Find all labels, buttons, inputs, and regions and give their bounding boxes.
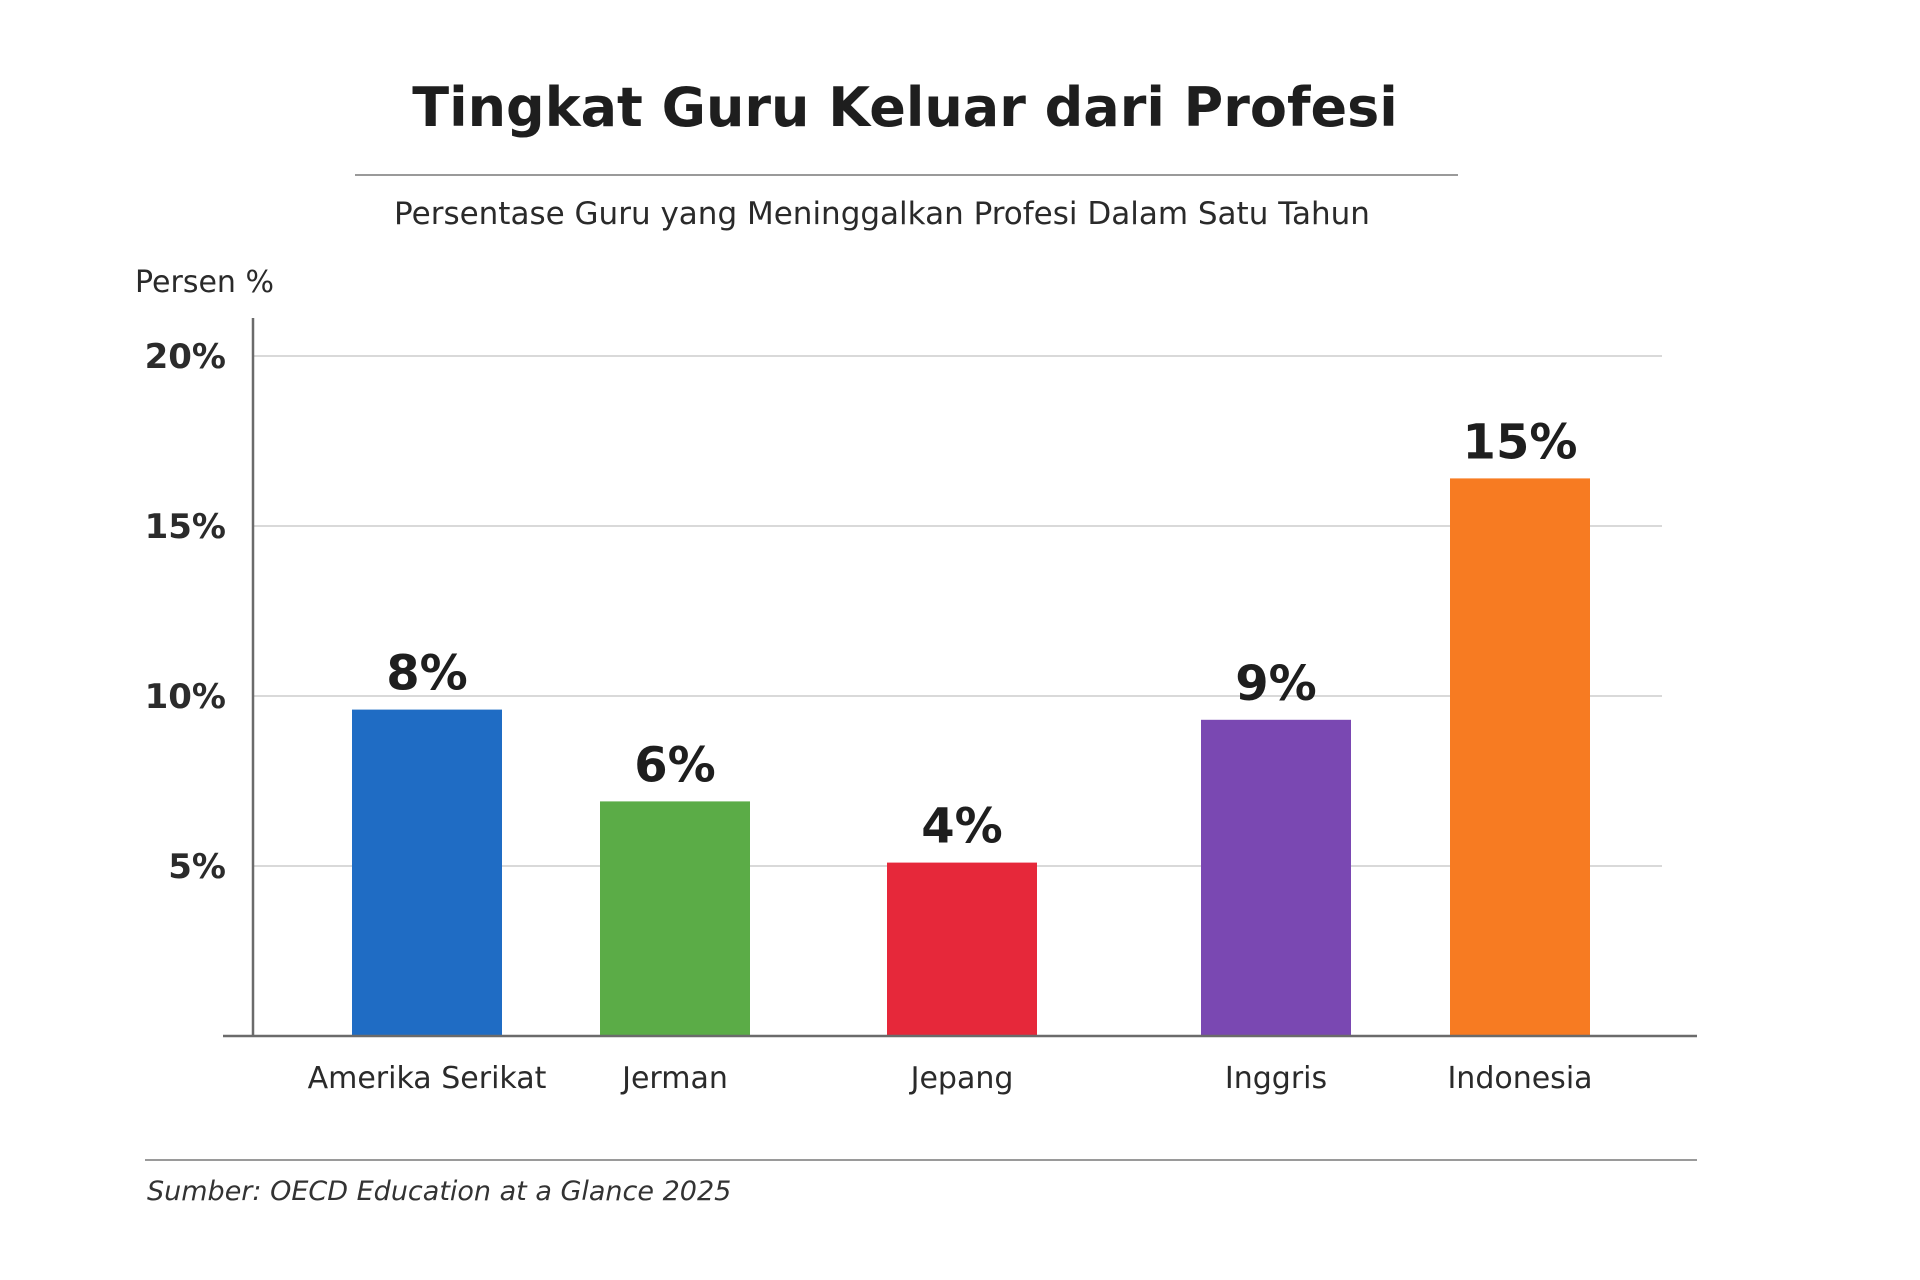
value-labels: 8% 6% 4% 9% 15% (386, 414, 1577, 854)
y-tick-labels: 5% 10% 15% 20% (145, 337, 226, 887)
bar-value-label: 8% (386, 646, 468, 702)
bar (600, 801, 750, 1036)
bar-value-label: 15% (1463, 414, 1578, 470)
source-note: Sumber: OECD Education at a Glance 2025 (147, 1176, 731, 1207)
chart-title: Tingkat Guru Keluar dari Profesi (412, 76, 1398, 139)
x-tick-label: Jepang (909, 1061, 1014, 1096)
y-axis-label: Persen % (135, 265, 274, 300)
x-tick-labels: Amerika Serikat Jerman Jepang Inggris Indone… (308, 1061, 1593, 1096)
bar (887, 862, 1037, 1036)
x-tick-label: Jerman (620, 1061, 728, 1096)
bar-value-label: 9% (1235, 656, 1317, 712)
x-tick-label: Inggris (1225, 1061, 1327, 1096)
x-tick-label: Amerika Serikat (308, 1061, 547, 1096)
y-tick-label: 5% (168, 847, 226, 887)
bar (1450, 478, 1590, 1036)
x-tick-label: Indonesia (1447, 1061, 1592, 1096)
y-tick-label: 10% (145, 677, 226, 717)
y-tick-label: 20% (145, 337, 226, 377)
bar-value-label: 4% (921, 799, 1003, 855)
y-tick-label: 15% (145, 507, 226, 547)
bar (1201, 719, 1351, 1036)
chart-subtitle: Persentase Guru yang Meninggalkan Profes… (394, 196, 1370, 232)
bars (352, 478, 1590, 1036)
bar (352, 709, 502, 1036)
bar-value-label: 6% (634, 737, 716, 793)
